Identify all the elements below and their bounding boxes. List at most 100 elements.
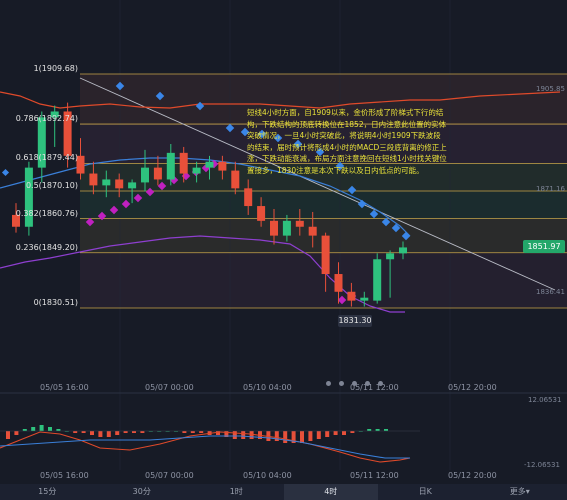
candle-body [244,188,253,207]
macd-bar [48,427,52,431]
candle-body [102,179,111,186]
x-tick-main-0: 05/05 16:00 [40,383,89,392]
scroll-dot[interactable] [365,381,370,386]
candle-body [373,259,382,301]
macd-bar [31,427,36,431]
trend-line [79,77,556,291]
band-layer [80,74,567,308]
candle-body [24,167,33,227]
x-tick-main-2: 05/10 04:00 [243,383,292,392]
candle-body [115,179,124,189]
macd-bar [232,431,237,439]
candle-body [153,167,162,180]
fib-label: 0.382(1860.76) [15,208,78,218]
x-tick-sub-2: 05/10 04:00 [243,471,292,480]
sar-dot-blue [401,231,411,241]
sar-dot-blue [1,168,10,177]
candle-body [257,206,266,221]
sar-dot-blue [225,123,235,133]
x-tick-sub-4: 05/12 20:00 [448,471,497,480]
candle-body [218,161,227,171]
tab-15min[interactable]: 15分 [38,487,57,496]
fib-label: 0.786(1892.74) [15,114,78,124]
x-tick-sub-3: 05/11 12:00 [350,471,399,480]
macd-bar [224,431,229,437]
macd-bar [22,429,27,431]
sar-dot-blue [115,81,125,91]
sar-dot-magenta [97,211,107,221]
sar-dot-magenta [121,199,131,209]
sar-dot-magenta [109,205,119,215]
tab-daily[interactable]: 日K [418,487,432,496]
scroll-dot[interactable] [378,381,383,386]
macd-bar [6,431,10,439]
fib-label: 1(1909.68) [33,64,78,73]
macd-bar [333,431,338,435]
low-price-marker: 1831.30 [338,315,372,327]
macd-bar [56,429,61,431]
candle-body [179,152,188,174]
tab-4h[interactable]: 4时 [283,484,378,500]
candle-body [76,155,85,174]
macd-bar [182,431,187,433]
fib-band [80,190,567,219]
candle-body [50,111,59,118]
macd-bar [115,431,120,435]
candle-body [12,214,20,227]
candles [12,102,407,307]
sar-dot-magenta [133,193,143,203]
candle-body [360,297,369,301]
candle-body [166,152,175,180]
macd-bar [140,431,145,433]
candle-body [308,226,317,236]
grid-layer [119,0,451,470]
scroll-dot[interactable] [326,381,331,386]
macd-bar [123,431,128,433]
fib-lines [80,73,567,309]
candle-body [141,167,149,183]
tab-30min[interactable]: 30分 [132,487,151,496]
ma-red-line [0,91,561,109]
tab-more[interactable]: 更多▾ [509,487,530,496]
sar-dot-blue [293,139,303,149]
sar-dot-magenta [337,295,347,305]
macd-bar [300,431,304,443]
timeframe-tabs: 15分 30分 1时 4时 日K 更多▾ [0,484,567,500]
macd-bar [190,431,195,433]
sar-dot-blue [257,129,267,139]
sar-dot-blue [357,199,367,209]
candle-body [63,111,72,156]
current-price-badge: 1851.97 [523,240,565,253]
right-axis-low: 1836.41 [536,288,565,296]
macd-bar [98,431,103,437]
sar-dot-blue [391,223,401,233]
sar-dot-blue [315,147,325,157]
macd-bar [342,431,346,435]
fib-label: 0.236(1849.20) [15,242,78,252]
macd-bar [274,431,279,441]
candle-body [205,161,214,168]
tab-1h[interactable]: 1时 [229,487,243,496]
macd-bar [291,431,296,443]
macd-dif-line [0,431,411,463]
sar-dot-blue [273,133,283,143]
macd-bar [325,431,330,437]
x-tick-sub-0: 05/05 16:00 [40,471,89,480]
macd-axis-top: 12.06531 [528,396,562,404]
candle-body [295,220,304,227]
x-tick-main-1: 05/07 00:00 [145,383,194,392]
scroll-indicator[interactable] [326,381,383,386]
candle-body [192,167,201,174]
fib-label: 0.618(1879.44) [15,153,78,163]
scroll-dot[interactable] [339,381,344,386]
scroll-dot[interactable] [352,381,357,386]
sar-dot-blue [240,127,250,137]
candle-body [282,220,291,236]
candle-body [231,170,240,189]
macd-bar [384,429,388,431]
fib-band [80,124,567,164]
macd-bar [350,431,355,433]
candle-body [37,117,46,168]
macd-bar [249,431,254,439]
